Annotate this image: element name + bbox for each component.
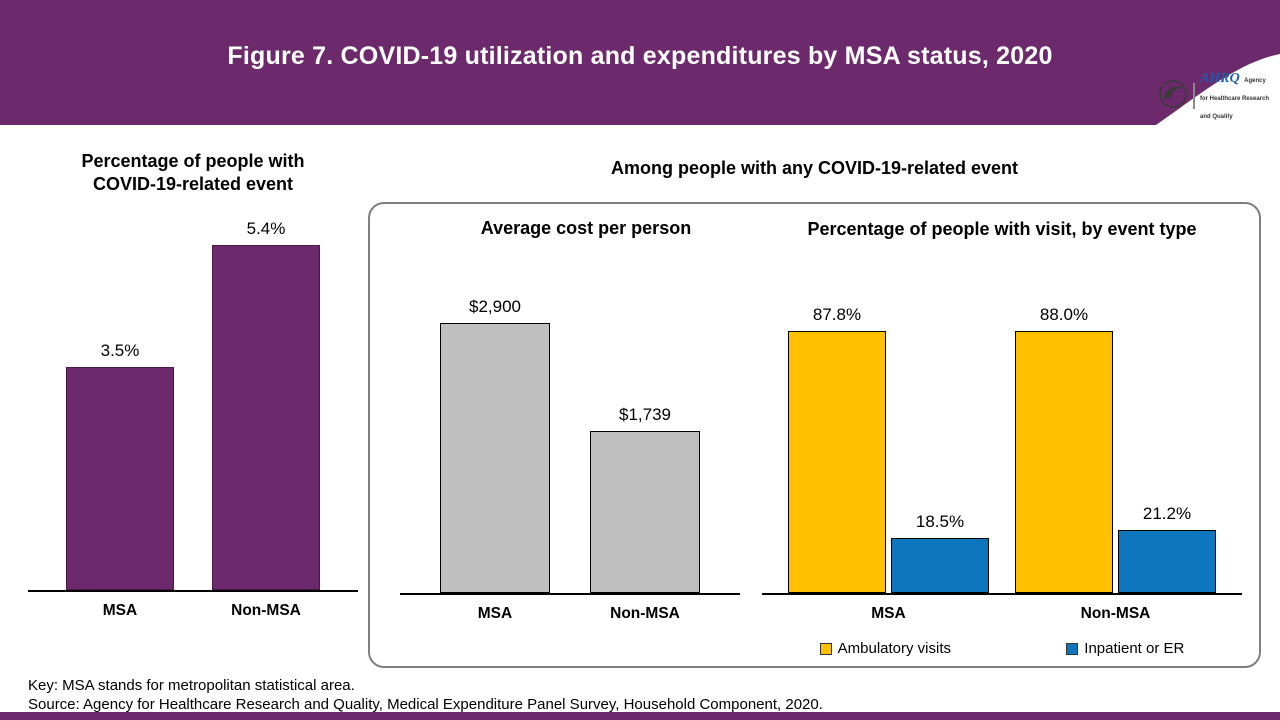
event-detail-panel: Average cost per person $2,900 $1,739 MS… <box>368 202 1261 668</box>
value-label-msa-ambulatory: 87.8% <box>812 305 862 325</box>
category-axis-event-percentage: MSA Non-MSA <box>28 602 358 620</box>
header-banner: Figure 7. COVID-19 utilization and expen… <box>0 0 1280 125</box>
figure-title: Figure 7. COVID-19 utilization and expen… <box>227 41 1053 70</box>
bar-msa <box>440 322 550 593</box>
bar-wrap-msa-ambulatory: 87.8% <box>788 295 886 593</box>
legend-label-ambulatory: Ambulatory visits <box>837 640 952 657</box>
panel-title: Among people with any COVID-19-related e… <box>610 158 1019 178</box>
plot-area-visit-type: 87.8% 18.5% 88.0% 21.2% <box>762 295 1242 595</box>
legend-label-inpatient: Inpatient or ER <box>1084 640 1185 657</box>
chart-title-event-percentage: Percentage of people with COVID-19-relat… <box>81 151 305 194</box>
legend-swatch-ambulatory <box>819 642 832 655</box>
category-axis-visit-type: MSA Non-MSA <box>762 605 1242 623</box>
category-label-non-msa: Non-MSA <box>1080 605 1151 622</box>
bar-group-non-msa: 88.0% 21.2% <box>1015 295 1216 593</box>
bottom-accent-bar <box>0 712 1280 720</box>
value-label-non-msa: 5.4% <box>246 219 286 239</box>
ahrq-tagline: Agency for Healthcare Research and Quali… <box>1200 78 1270 120</box>
legend: Ambulatory visits Inpatient or ER <box>762 640 1242 657</box>
key-note: Key: MSA stands for metropolitan statist… <box>28 677 355 694</box>
value-label-non-msa-inpatient: 21.2% <box>1142 503 1192 523</box>
bar-group-msa: 3.5% <box>66 207 174 590</box>
hhs-eagle-icon <box>1158 79 1188 114</box>
legend-item-ambulatory: Ambulatory visits <box>819 640 952 657</box>
category-label-non-msa: Non-MSA <box>231 602 301 619</box>
value-label-msa: $2,900 <box>469 296 521 316</box>
chart-title-average-cost: Average cost per person <box>480 218 692 238</box>
bar-non-msa-ambulatory <box>1015 330 1113 593</box>
bar-group-msa: 87.8% 18.5% <box>788 295 989 593</box>
bar-group-msa: $2,900 <box>440 295 550 593</box>
bar-non-msa-inpatient <box>1118 529 1216 593</box>
event-percentage-chart: Percentage of people with COVID-19-relat… <box>28 150 358 620</box>
value-label-msa-inpatient: 18.5% <box>915 511 965 531</box>
category-axis-average-cost: MSA Non-MSA <box>400 605 740 623</box>
legend-swatch-inpatient <box>1066 642 1079 655</box>
chart-title-visit-type: Percentage of people with visit, by even… <box>807 219 1197 239</box>
bar-msa-inpatient <box>891 537 989 593</box>
value-label-msa: 3.5% <box>100 340 140 360</box>
plot-area-event-percentage: 3.5% 5.4% <box>28 207 358 592</box>
category-label-msa: MSA <box>477 605 513 622</box>
value-label-non-msa-ambulatory: 88.0% <box>1039 304 1089 324</box>
footer-notes: Key: MSA stands for metropolitan statist… <box>28 676 823 714</box>
legend-item-inpatient: Inpatient or ER <box>1066 640 1184 657</box>
bar-wrap-msa-inpatient: 18.5% <box>891 295 989 593</box>
category-label-non-msa: Non-MSA <box>610 605 680 622</box>
value-label-non-msa: $1,739 <box>619 405 671 425</box>
logo-text: AHRQ Agency for Healthcare Research and … <box>1200 69 1272 123</box>
bar-wrap-non-msa-inpatient: 21.2% <box>1118 295 1216 593</box>
source-note: Source: Agency for Healthcare Research a… <box>28 696 823 714</box>
bar-group-non-msa: $1,739 <box>590 295 700 593</box>
category-label-msa: MSA <box>871 605 906 622</box>
bar-group-non-msa: 5.4% <box>212 207 320 590</box>
header-corner-curve <box>1156 54 1280 125</box>
bar-msa <box>66 366 174 590</box>
ahrq-acronym: AHRQ <box>1200 71 1240 86</box>
logo-divider <box>1193 83 1195 109</box>
bar-non-msa <box>590 431 700 593</box>
plot-area-average-cost: $2,900 $1,739 <box>400 295 740 595</box>
bar-wrap-non-msa-ambulatory: 88.0% <box>1015 295 1113 593</box>
category-label-msa: MSA <box>102 602 138 619</box>
bar-msa-ambulatory <box>788 331 886 593</box>
ahrq-logo: AHRQ Agency for Healthcare Research and … <box>1158 69 1272 123</box>
bar-non-msa <box>212 245 320 590</box>
